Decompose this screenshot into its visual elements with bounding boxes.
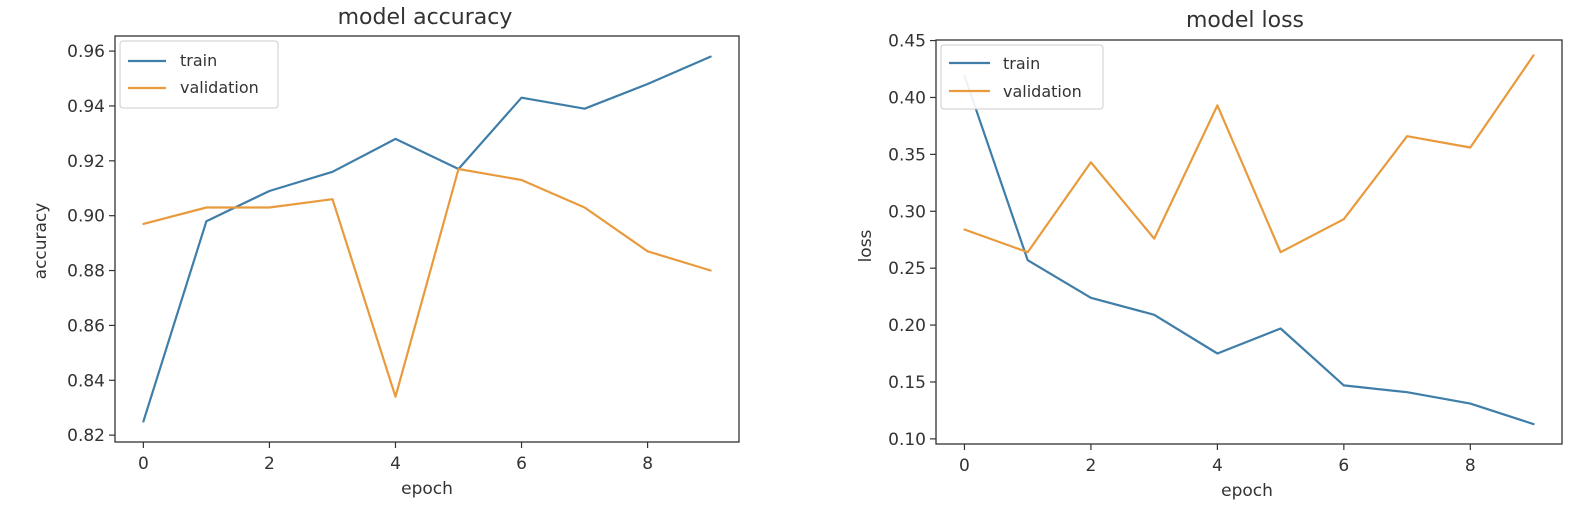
y-tick-label: 0.86	[67, 316, 105, 336]
y-tick-label: 0.94	[67, 97, 105, 117]
y-tick-label: 0.25	[888, 259, 926, 279]
y-tick-label: 0.40	[888, 88, 926, 108]
x-tick-label: 2	[1086, 456, 1097, 476]
series-line-validation	[963, 54, 1535, 254]
legend-label-train: train	[1003, 54, 1040, 73]
legend-box	[119, 40, 279, 109]
y-tick-labels: 0.82 0.84 0.86 0.88 0.90 0.92 0.94 0.96	[67, 42, 105, 446]
plot-frame	[114, 35, 740, 443]
x-tick-label: 4	[1212, 456, 1223, 476]
x-axis-label: epoch	[401, 479, 453, 499]
y-tick-label: 0.96	[67, 42, 105, 62]
legend-label-validation: validation	[1003, 82, 1082, 101]
y-tick-label: 0.90	[67, 207, 105, 227]
x-tick-label: 6	[516, 454, 527, 474]
accuracy-chart: model accuracy 0.820.840.860.880.900.920…	[31, 5, 740, 499]
tick-marks	[109, 50, 649, 448]
legend-label-train: train	[180, 51, 217, 70]
x-tick-labels: 0 2 4 6 8	[959, 456, 1476, 476]
chart-title: model accuracy	[338, 5, 513, 30]
x-tick-labels: 0 2 4 6 8	[138, 454, 653, 474]
x-tick-label: 2	[264, 454, 275, 474]
legend-box	[940, 44, 1104, 110]
legend: train validation	[119, 40, 279, 109]
y-axis-label: loss	[856, 229, 876, 262]
y-tick-label: 0.20	[888, 316, 926, 336]
x-tick-label: 8	[642, 454, 653, 474]
plot-frame	[935, 39, 1563, 445]
x-axis-label: epoch	[1221, 481, 1273, 501]
x-tick-label: 8	[1465, 456, 1476, 476]
y-axis-label: accuracy	[31, 203, 51, 280]
y-tick-label: 0.10	[888, 430, 926, 450]
series-layer	[963, 54, 1535, 426]
x-tick-label: 6	[1338, 456, 1349, 476]
series-line-train	[963, 74, 1535, 426]
series-line-train	[142, 55, 712, 423]
x-tick-label: 4	[390, 454, 401, 474]
y-tick-label: 0.84	[67, 371, 105, 391]
series-line-validation	[142, 167, 712, 398]
x-tick-label: 0	[138, 454, 149, 474]
chart-title: model loss	[1186, 8, 1304, 33]
loss-chart: model loss 0.100.150.200.250.300.350.400…	[856, 8, 1563, 501]
y-tick-labels: 0.10 0.15 0.20 0.25 0.30 0.35 0.40 0.45	[888, 32, 926, 450]
y-tick-label: 0.88	[67, 262, 105, 282]
series-layer	[142, 55, 712, 423]
legend-label-validation: validation	[180, 78, 259, 97]
y-tick-label: 0.82	[67, 426, 105, 446]
tick-marks	[930, 39, 1471, 450]
y-tick-label: 0.15	[888, 373, 926, 393]
y-tick-label: 0.30	[888, 202, 926, 222]
y-tick-label: 0.92	[67, 152, 105, 172]
legend: train validation	[940, 44, 1104, 110]
x-tick-label: 0	[959, 456, 970, 476]
y-tick-label: 0.45	[888, 32, 926, 52]
y-tick-label: 0.35	[888, 145, 926, 165]
